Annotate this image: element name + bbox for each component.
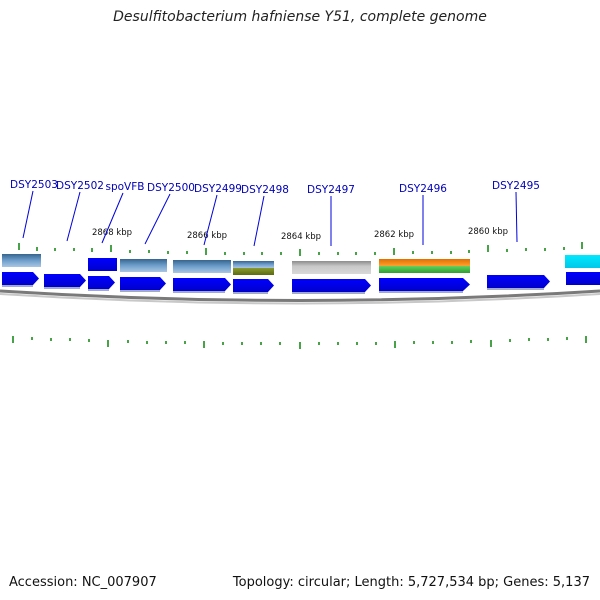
gene-label-dsy2503: DSY2503 xyxy=(10,179,58,191)
kbp-label-2866: 2866 kbp xyxy=(187,231,227,241)
accession-text: Accession: NC_007907 xyxy=(9,575,157,590)
kbp-label-2862: 2862 kbp xyxy=(374,230,414,240)
map-title: Desulfitobacterium hafniense Y51, comple… xyxy=(113,9,487,25)
cds-arrow-dsy2500 xyxy=(120,277,166,290)
gene-label-dsy2495: DSY2495 xyxy=(492,180,540,192)
lower-tick-marks xyxy=(12,336,587,349)
feature-bar-spovfb xyxy=(88,258,117,271)
feature-bar-edge-right xyxy=(565,255,600,268)
upper-tick-marks xyxy=(18,242,583,256)
gene-label-dsy2496: DSY2496 xyxy=(399,183,447,195)
genome-backbone xyxy=(0,289,600,302)
cds-arrow-dsy2502 xyxy=(44,274,86,287)
cds-arrow-dsy2497 xyxy=(292,279,371,292)
genome-backbone-shadow xyxy=(0,293,600,305)
gene-label-dsy2499: DSY2499 xyxy=(194,183,242,195)
kbp-label-2868: 2868 kbp xyxy=(92,228,132,238)
feature-bar-dsy2497 xyxy=(292,261,371,274)
feature-bar-dsy2498-b xyxy=(233,268,274,275)
cds-arrow-shadows xyxy=(2,285,544,294)
gene-label-dsy2500: DSY2500 xyxy=(147,182,195,194)
gene-label-dsy2498: DSY2498 xyxy=(241,184,289,196)
feature-bar-dsy2499 xyxy=(173,260,231,273)
cds-arrow-dsy2495 xyxy=(487,275,550,288)
feature-bar-dsy2496-b xyxy=(379,266,470,273)
feature-bar-dsy2496-a xyxy=(379,259,470,266)
cds-arrow-edge-right xyxy=(566,272,600,285)
kbp-label-2864: 2864 kbp xyxy=(281,232,321,242)
cds-arrow-spovfb xyxy=(88,276,115,289)
gene-label-spovfb: spoVFB xyxy=(106,181,145,193)
cds-arrows xyxy=(2,272,600,292)
cds-arrow-dsy2499 xyxy=(173,278,231,291)
feature-bar-dsy2503 xyxy=(2,254,41,267)
cds-arrow-dsy2496 xyxy=(379,278,470,291)
feature-bar-dsy2500 xyxy=(120,259,167,272)
cds-arrow-dsy2498 xyxy=(233,279,274,292)
gene-label-dsy2502: DSY2502 xyxy=(56,180,104,192)
cds-arrow-dsy2503 xyxy=(2,272,39,285)
gene-label-dsy2497: DSY2497 xyxy=(307,184,355,196)
kbp-label-2860: 2860 kbp xyxy=(468,227,508,237)
feature-bar-dsy2498-a xyxy=(233,261,274,268)
feature-bars xyxy=(2,254,600,275)
topology-text: Topology: circular; Length: 5,727,534 bp… xyxy=(232,575,590,590)
gene-label-leaders xyxy=(22,190,518,247)
